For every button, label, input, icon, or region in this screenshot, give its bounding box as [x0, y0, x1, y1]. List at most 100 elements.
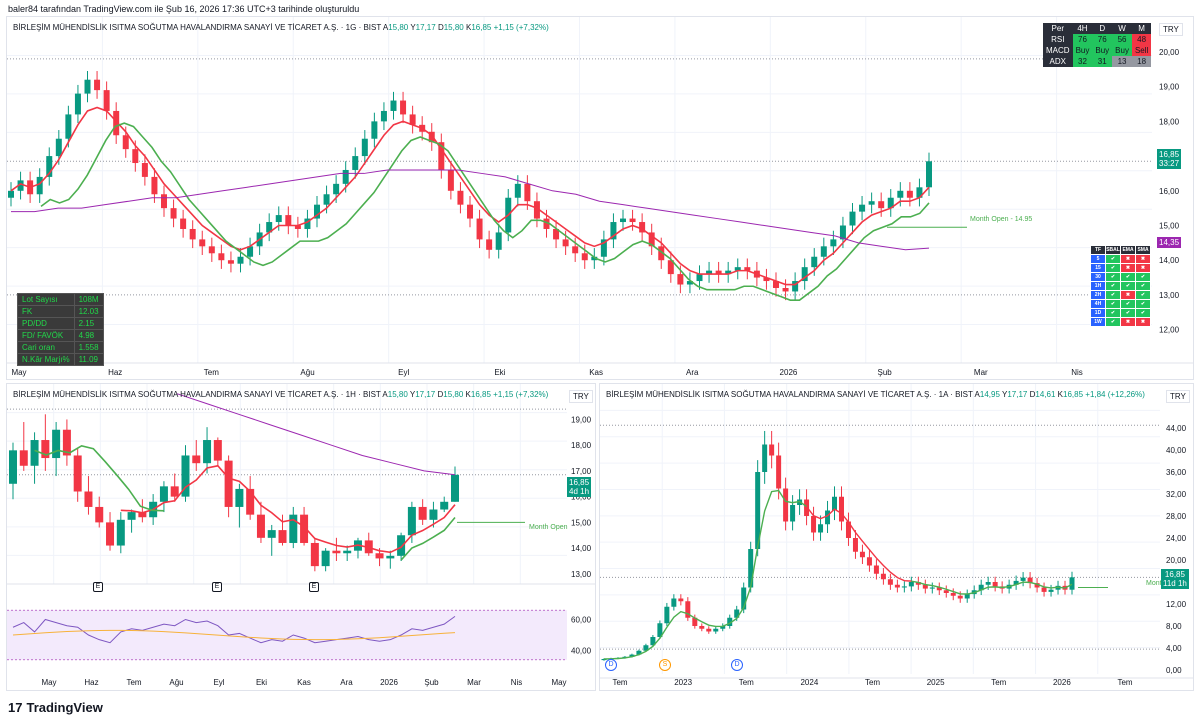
- daily-x-tick: Eyl: [398, 368, 409, 377]
- daily-open-label: A: [382, 23, 389, 32]
- monthly-ticker-line: BİRLEŞİM MÜHENDİSLİK ISITMA SOĞUTMA HAVA…: [606, 390, 1145, 399]
- signal-cell: 76: [1072, 34, 1093, 45]
- monthly-currency[interactable]: TRY: [1166, 390, 1190, 403]
- monthly-candle: [936, 587, 942, 591]
- daily-candle: [438, 142, 445, 170]
- daily-chart-panel[interactable]: 20,0019,0018,0017,0016,0015,0014,0013,00…: [6, 16, 1194, 380]
- monthly-candle: [671, 598, 677, 607]
- monthly-candle: [699, 626, 705, 629]
- trend-header: EMA: [1120, 245, 1136, 255]
- tradingview-logo[interactable]: 17 TradingView: [8, 700, 103, 715]
- daily-candle: [65, 114, 72, 139]
- daily-currency[interactable]: TRY: [1159, 23, 1183, 36]
- weekly-candle: [300, 514, 309, 543]
- monthly-candle: [678, 598, 684, 602]
- signal-row-label: RSI: [1043, 34, 1073, 45]
- daily-y-tick: 18,00: [1159, 117, 1180, 126]
- weekly-currency[interactable]: TRY: [569, 390, 593, 403]
- monthly-candle: [838, 496, 844, 522]
- monthly-chart-panel[interactable]: 44,0040,0036,0032,0028,0024,0020,0016,00…: [599, 383, 1194, 691]
- weekly-x-tick: Şub: [424, 678, 439, 687]
- monthly-candle: [734, 609, 740, 618]
- monthly-y-tick: 4,00: [1166, 644, 1182, 653]
- rsi-y-tick: 40,00: [571, 647, 592, 656]
- daily-candle: [46, 156, 53, 177]
- daily-high-label: Y: [410, 23, 416, 32]
- earnings-marker-1[interactable]: E: [93, 582, 103, 592]
- fundamental-label: N.Kâr Marjı%: [17, 353, 75, 366]
- daily-price-tag-time: 33:27: [1159, 159, 1180, 168]
- dividend-marker-2[interactable]: D: [731, 659, 743, 671]
- monthly-candle: [978, 584, 984, 591]
- monthly-candle: [832, 496, 838, 511]
- daily-y-tick: 12,00: [1159, 326, 1180, 335]
- daily-candle: [782, 287, 789, 292]
- monthly-candle: [915, 582, 921, 585]
- monthly-high-label: Y: [1002, 390, 1008, 399]
- daily-candle: [495, 232, 502, 250]
- monthly-candle: [762, 444, 768, 472]
- daily-candle: [926, 161, 932, 188]
- earnings-marker-3[interactable]: E: [309, 582, 319, 592]
- daily-ma-tag: 14,35: [1157, 237, 1182, 248]
- weekly-candle: [256, 514, 265, 538]
- signal-header-4: M: [1131, 23, 1152, 34]
- daily-chart-svg[interactable]: 20,0019,0018,0017,0016,0015,0014,0013,00…: [7, 17, 1194, 380]
- daily-candle: [820, 246, 827, 257]
- monthly-candle: [957, 595, 963, 599]
- monthly-price-tag-time: 11d 1h: [1163, 579, 1187, 588]
- weekly-candle: [429, 509, 438, 520]
- weekly-candle: [310, 542, 319, 567]
- earnings-marker-2[interactable]: E: [212, 582, 222, 592]
- monthly-x-tick: 2026: [1053, 678, 1071, 687]
- weekly-candle: [343, 550, 352, 554]
- trend-tf: 5: [1090, 254, 1106, 264]
- monthly-ticker-name: BİRLEŞİM MÜHENDİSLİK ISITMA SOĞUTMA HAVA…: [606, 390, 973, 399]
- daily-x-tick: May: [11, 368, 26, 377]
- trend-tf: 2H: [1090, 290, 1106, 300]
- monthly-candle: [741, 587, 747, 610]
- monthly-candle: [845, 521, 851, 538]
- trend-header: SMA: [1135, 245, 1151, 255]
- weekly-x-tick: May: [41, 678, 56, 687]
- daily-sma-long: [11, 169, 930, 251]
- daily-candle: [667, 260, 674, 275]
- weekly-change: +1,15 (+7,32%): [493, 390, 549, 399]
- credit-line: baler84 tarafından TradingView.com ile Ş…: [8, 4, 360, 14]
- fundamental-value: 12.03: [73, 305, 104, 318]
- daily-candle: [208, 246, 215, 254]
- trend-check-icon: ✔: [1135, 281, 1151, 291]
- daily-candle: [170, 208, 177, 219]
- daily-candle: [648, 232, 655, 247]
- split-marker[interactable]: S: [659, 659, 671, 671]
- weekly-open: 15,80: [387, 390, 408, 399]
- daily-candle: [390, 100, 397, 111]
- daily-candle: [887, 197, 894, 209]
- daily-candle: [916, 187, 923, 198]
- trend-tf: 1H: [1090, 281, 1106, 291]
- tradingview-logo-text: TradingView: [26, 700, 103, 715]
- daily-candle: [906, 190, 913, 198]
- monthly-y-tick: 44,00: [1166, 424, 1187, 433]
- daily-candle: [218, 253, 225, 261]
- weekly-x-tick: Eyl: [213, 678, 224, 687]
- daily-candle: [314, 204, 320, 219]
- daily-y-tick: 19,00: [1159, 83, 1180, 92]
- daily-candle: [380, 110, 387, 122]
- dividend-marker-1[interactable]: D: [605, 659, 617, 671]
- trend-check-icon: ✔: [1105, 281, 1121, 291]
- monthly-x-tick: Tem: [991, 678, 1006, 687]
- daily-candle: [715, 270, 722, 275]
- daily-candle: [141, 163, 148, 177]
- monthly-candle: [769, 444, 775, 456]
- signal-row-label: ADX: [1043, 56, 1073, 67]
- daily-candle: [400, 100, 407, 115]
- weekly-chart-panel[interactable]: 19,00 18,00 17,00 16,00 15,00 14,00 13,00 60,00…: [6, 383, 596, 691]
- daily-y-tick: 13,00: [1159, 291, 1180, 300]
- weekly-chart-svg[interactable]: 19,00 18,00 17,00 16,00 15,00 14,00 13,00 60,00…: [7, 384, 596, 691]
- monthly-chart-svg[interactable]: 44,0040,0036,0032,0028,0024,0020,0016,00…: [600, 384, 1194, 691]
- weekly-ema-slow-end: [400, 517, 456, 561]
- daily-candle: [361, 138, 368, 157]
- daily-candle: [151, 176, 158, 195]
- daily-candle: [447, 169, 454, 191]
